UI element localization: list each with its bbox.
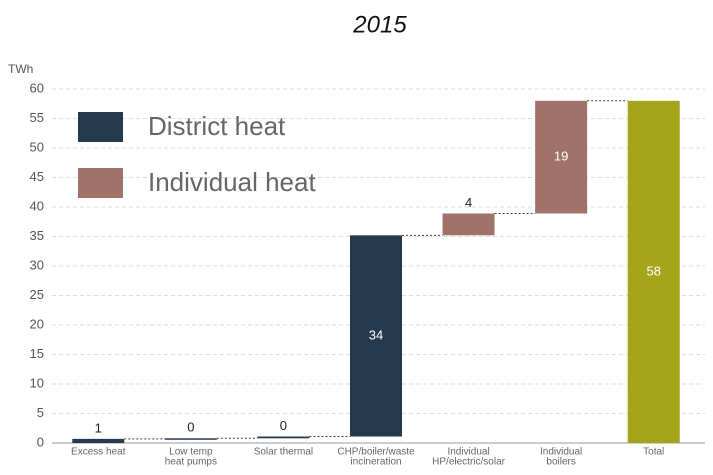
legend-label: District heat bbox=[148, 111, 286, 141]
legend-swatch bbox=[78, 112, 123, 142]
bar bbox=[442, 213, 495, 236]
y-tick-label: 20 bbox=[30, 316, 44, 331]
x-tick-label: CHP/boiler/waste bbox=[337, 447, 415, 458]
bar bbox=[350, 235, 402, 437]
bar bbox=[627, 100, 680, 444]
x-tick-label: Individual bbox=[447, 447, 489, 458]
data-label: 19 bbox=[554, 149, 568, 164]
y-tick-label: 15 bbox=[30, 346, 44, 361]
x-tick-label: Individual bbox=[540, 447, 582, 458]
x-tick-label: boilers bbox=[546, 457, 575, 468]
legend-swatch bbox=[78, 168, 123, 198]
y-tick-label: 5 bbox=[37, 405, 44, 420]
chart-title: 2015 bbox=[352, 11, 407, 38]
y-tick-label: 25 bbox=[30, 287, 44, 302]
y-tick-label: 30 bbox=[30, 257, 44, 272]
data-label: 4 bbox=[465, 195, 472, 210]
y-tick-label: 45 bbox=[30, 169, 44, 184]
x-tick-label: Solar thermal bbox=[254, 447, 313, 458]
x-tick-label: Low temp bbox=[169, 447, 213, 458]
data-label: 0 bbox=[187, 420, 194, 435]
x-tick-label: HP/electric/solar bbox=[432, 457, 505, 468]
y-tick-label: 55 bbox=[30, 110, 44, 125]
data-label: 0 bbox=[280, 418, 287, 433]
bar bbox=[535, 100, 588, 214]
bar bbox=[72, 438, 125, 443]
y-tick-label: 40 bbox=[30, 198, 44, 213]
data-label: 1 bbox=[95, 420, 102, 435]
bar bbox=[257, 436, 310, 439]
bar bbox=[164, 438, 217, 440]
y-axis-label: TWh bbox=[8, 62, 33, 76]
x-tick-label: heat pumps bbox=[165, 457, 217, 468]
x-tick-label: Excess heat bbox=[71, 447, 126, 458]
x-tick-label: Total bbox=[643, 447, 664, 458]
y-tick-label: 10 bbox=[30, 375, 44, 390]
y-tick-label: 50 bbox=[30, 139, 44, 154]
data-label: 34 bbox=[369, 327, 383, 342]
data-label: 58 bbox=[646, 263, 660, 278]
y-tick-label: 60 bbox=[30, 80, 44, 95]
y-tick-label: 0 bbox=[37, 434, 44, 449]
y-tick-label: 35 bbox=[30, 228, 44, 243]
legend-label: Individual heat bbox=[148, 167, 316, 197]
x-tick-label: incineration bbox=[350, 457, 401, 468]
